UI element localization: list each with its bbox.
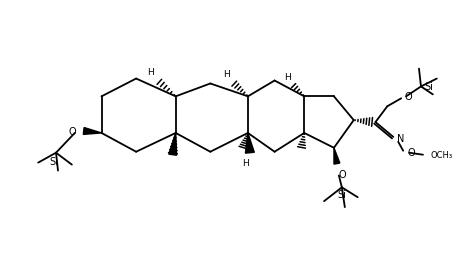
Text: Si: Si [337, 190, 346, 200]
Text: O: O [68, 127, 76, 137]
Text: O: O [407, 148, 415, 158]
Text: Si: Si [424, 83, 433, 92]
Text: H: H [284, 72, 290, 82]
Text: N: N [397, 134, 405, 144]
Polygon shape [334, 148, 340, 164]
Text: O: O [404, 92, 412, 102]
Polygon shape [169, 133, 177, 155]
Polygon shape [246, 133, 254, 153]
Text: OCH₃: OCH₃ [431, 151, 453, 160]
Text: H: H [223, 70, 230, 78]
Text: H: H [147, 68, 154, 76]
Text: H: H [243, 159, 249, 168]
Polygon shape [83, 128, 101, 134]
Text: Si: Si [50, 157, 59, 167]
Text: O: O [339, 169, 347, 180]
